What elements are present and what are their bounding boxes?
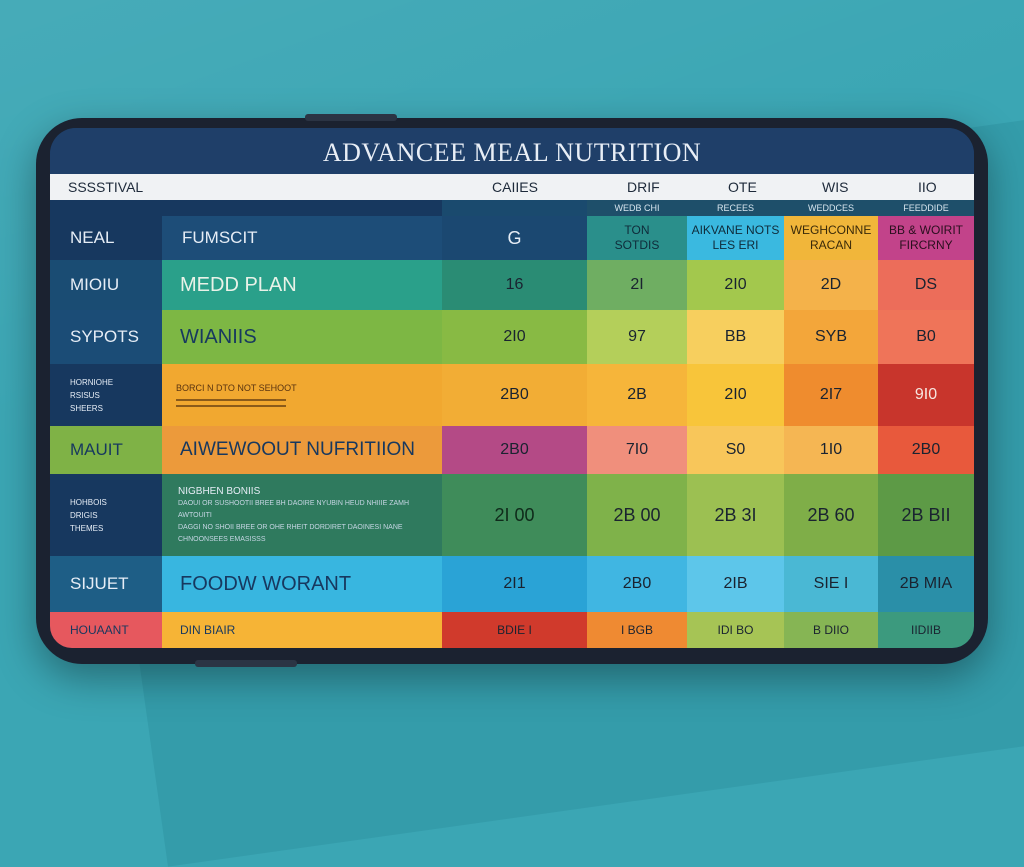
col-header-2: OTE [728,179,757,195]
table-row[interactable]: NEAL FUMSCIT G TON SOTDIS AIKVANE NOTS L… [50,216,974,260]
meal-name: WIANIIS [162,310,442,364]
cell-value: 2D [784,260,878,310]
meal-name: FOODW WORANT [162,556,442,612]
cell-value: 2I [587,260,687,310]
cell-value: 2I0 [687,364,784,426]
cell-value: TON SOTDIS [587,216,687,260]
row-label: HORNIOHE RSISUS SHEERS [50,364,162,426]
col-header-4: IIO [918,179,937,195]
table-row[interactable]: SYPOTS WIANIIS 2I0 97 BB SYB B0 [50,310,974,364]
tablet-screen: ADVANCEE MEAL NUTRITION SSSSTIVAL CAIIES… [50,128,974,648]
cell-value: B0 [878,310,974,364]
meal-underline [176,405,286,407]
cell-value: 2B 3I [687,474,784,556]
calories-value: 2I 00 [442,474,587,556]
table-row[interactable]: MAUIT AIWEWOOUT NUFRITIION 2B0 7I0 S0 1I… [50,426,974,474]
table-row[interactable]: HORNIOHE RSISUS SHEERS BORCI N DTO NOT S… [50,364,974,426]
meal-underline [176,399,286,401]
row-label: SIJUET [50,556,162,612]
cell-value: 1I0 [784,426,878,474]
meal-note-line: DAGGI NO SHOII BREE OR OHE RHEIT DORDIRE… [178,523,403,531]
col-header-calories: CAIIES [492,179,538,195]
meal-notes-cell: NIGBHEN BONIIS DAOUI OR SUSHOOTII BREE B… [162,474,442,556]
column-header-row: SSSSTIVAL CAIIES DRIF OTE WIS IIO [50,174,974,200]
cell-value: 2B BII [878,474,974,556]
meal-name-cell: BORCI N DTO NOT SEHOOT [162,364,442,426]
cell-value: 2I0 [687,260,784,310]
calories-value: BDIE I [442,612,587,648]
table-row[interactable]: SIJUET FOODW WORANT 2I1 2B0 2IB SIE I 2B… [50,556,974,612]
title-bar: ADVANCEE MEAL NUTRITION [50,128,974,174]
calories-value: 2I0 [442,310,587,364]
calories-value: 2B0 [442,426,587,474]
table-row[interactable]: HOHBOIS DRIGIS THEMES NIGBHEN BONIIS DAO… [50,474,974,556]
calories-value: 16 [442,260,587,310]
cell-value: 97 [587,310,687,364]
page-title: ADVANCEE MEAL NUTRITION [322,138,702,167]
meal-note-line: CHNOONSEES EMASISSS [178,535,266,543]
table-row[interactable]: MIOIU MEDD PLAN 16 2I 2I0 2D DS [50,260,974,310]
cell-value: 9I0 [878,364,974,426]
cell-value: BB & WOIRIT FIRCRNY [878,216,974,260]
meal-name: NIGBHEN BONIIS [178,485,261,497]
subheader-1: WEDB CHI [587,200,687,216]
subheader-4: FEEDDIDE [878,200,974,216]
cell-value: IIDIIB [878,612,974,648]
cell-value: 2B [587,364,687,426]
cell-value: 2B 60 [784,474,878,556]
meal-name: FUMSCIT [162,216,442,260]
cell-value: 7I0 [587,426,687,474]
cell-value: 2IB [687,556,784,612]
meal-name: BORCI N DTO NOT SEHOOT [176,383,297,393]
row-label: HOHBOIS DRIGIS THEMES [50,474,162,556]
calories-value: G [442,216,587,260]
cell-value: 2B MIA [878,556,974,612]
calories-value: 2B0 [442,364,587,426]
cell-value: 2B 00 [587,474,687,556]
cell-value: S0 [687,426,784,474]
row-label: SYPOTS [50,310,162,364]
table-row[interactable]: HOUAANT DIN BIAIR BDIE I I BGB IDI BO B … [50,612,974,648]
cell-value: I BGB [587,612,687,648]
col-header-section: SSSSTIVAL [68,179,144,195]
meal-name: DIN BIAIR [162,612,442,648]
row-label: NEAL [50,216,162,260]
calories-value: 2I1 [442,556,587,612]
meal-name: MEDD PLAN [162,260,442,310]
subheader-row: WEDB CHI RECEES WEDDCES FEEDDIDE [50,200,974,216]
meal-name: AIWEWOOUT NUFRITIION [162,426,442,474]
row-label: HOUAANT [50,612,162,648]
cell-value: 2B0 [878,426,974,474]
subheader-2: RECEES [687,200,784,216]
cell-value: SYB [784,310,878,364]
cell-value: WEGHCONNE RACAN [784,216,878,260]
cell-value: IDI BO [687,612,784,648]
cell-value: SIE I [784,556,878,612]
cell-value: 2I7 [784,364,878,426]
cell-value: DS [878,260,974,310]
row-label: MIOIU [50,260,162,310]
device-top-button [305,114,397,121]
meal-note-line: DAOUI OR SUSHOOTII BREE BH DAOIRE NYUBIN… [178,499,410,519]
col-header-3: WIS [822,179,849,195]
col-header-1: DRIF [627,179,660,195]
cell-value: BB [687,310,784,364]
cell-value: B DIIO [784,612,878,648]
cell-value: 2B0 [587,556,687,612]
row-label: MAUIT [50,426,162,474]
cell-value: AIKVANE NOTS LES ERI [687,216,784,260]
subheader-3: WEDDCES [784,200,878,216]
device-side-button [195,660,297,667]
